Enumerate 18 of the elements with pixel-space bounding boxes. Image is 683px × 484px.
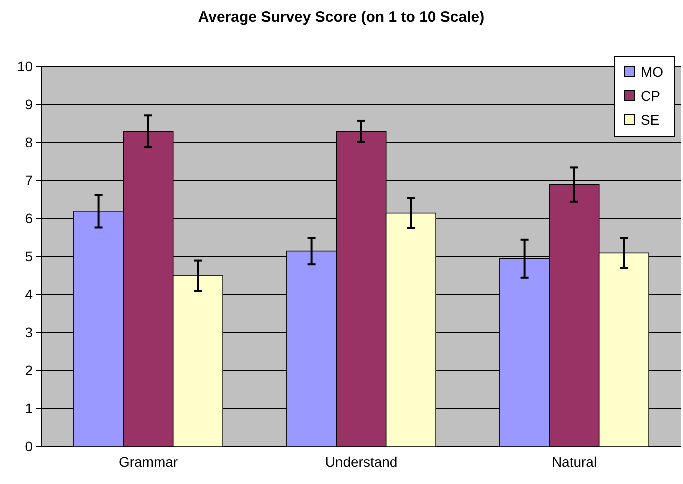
y-tick-label: 8 [25, 134, 34, 150]
x-tick-label: Grammar [118, 454, 178, 470]
y-tick-label: 4 [25, 286, 34, 302]
legend-label: CP [641, 88, 660, 104]
y-tick-label: 0 [25, 438, 34, 454]
y-tick-label: 2 [25, 362, 34, 378]
y-tick-label: 3 [25, 324, 34, 340]
y-tick-label: 5 [25, 248, 34, 264]
y-tick-label: 9 [25, 96, 34, 112]
legend-label: SE [641, 112, 660, 128]
y-tick-label: 6 [25, 210, 34, 226]
y-tick-label: 10 [17, 58, 34, 74]
x-tick-label: Understand [325, 454, 398, 470]
y-tick-label: 7 [25, 172, 34, 188]
y-tick-label: 1 [25, 400, 34, 416]
x-tick-label: Natural [552, 454, 598, 470]
legend-label: MO [641, 64, 664, 80]
chart-title: Average Survey Score (on 1 to 10 Scale) [198, 9, 485, 26]
